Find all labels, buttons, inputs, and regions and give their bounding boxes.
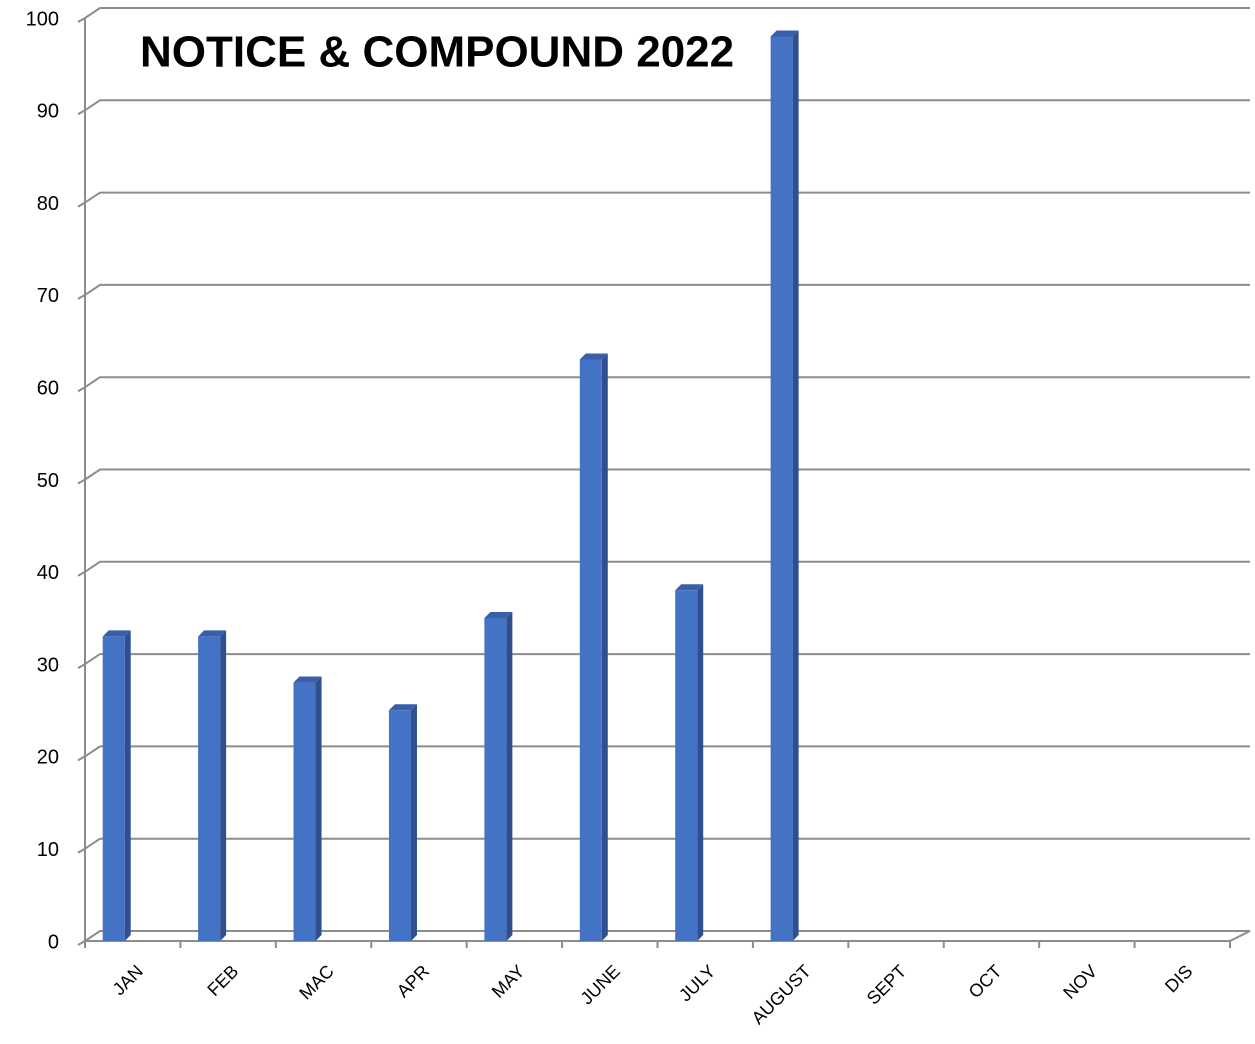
x-tick-label: OCT [965,961,1006,1002]
x-tick-label: DIS [1161,961,1196,996]
bar-front [675,590,698,941]
grid-line [84,653,1250,665]
grid-line [84,7,1250,19]
y-tick-label: 10 [37,839,59,861]
x-tick-label: JULY [675,961,719,1005]
x-tick-label: JAN [109,961,147,999]
bar-side [506,611,513,941]
grid-line [84,191,1250,204]
bar-top [770,30,799,37]
y-tick-label: 40 [37,562,59,584]
grid-line [84,468,1250,481]
grid-line [84,837,1250,850]
y-tick-label: 100 [26,8,59,30]
y-tick-label: 50 [37,470,59,492]
y-tick [77,109,86,116]
bar-side [410,704,417,941]
y-tick [77,386,86,393]
bar-top [102,630,131,637]
y-tick-label: 0 [48,931,59,953]
bar-side [124,630,131,941]
x-tick-label: SEPT [863,961,910,1008]
x-tick-label: FEB [203,961,242,1000]
chart-title: NOTICE & COMPOUND 2022 [140,28,734,77]
grid-line [84,560,1250,573]
bar [484,611,513,941]
bar-top [293,676,322,683]
y-tick [77,17,86,23]
bar [293,676,322,941]
y-tick [77,294,86,300]
bar-top [579,353,608,360]
y-tick-label: 90 [37,101,59,123]
bar [579,353,608,941]
bar-front [198,636,221,941]
bar-front [484,617,507,941]
y-tick-label: 30 [37,654,59,676]
grid-line [84,283,1250,296]
bar [675,584,704,941]
y-tick [77,201,86,208]
x-tick-label: NOV [1059,961,1101,1003]
x-tick-label: MAC [295,961,337,1003]
bar-front [388,710,411,941]
y-tick [77,663,86,669]
bar-top [675,584,704,591]
bar [198,630,227,941]
y-tick-label: 70 [37,285,59,307]
x-axis [85,930,1251,942]
y-tick [77,755,86,762]
bar-side [697,584,704,941]
bar-top [388,704,417,711]
bar-side [792,30,799,941]
grid-line [84,930,1250,942]
y-tick-label: 60 [37,377,59,399]
x-tick-label: APR [393,961,433,1001]
x-tick-label: AUGUST [748,961,815,1028]
grid-line [84,99,1250,112]
x-tick-label: MAY [488,961,529,1002]
bar-side [315,676,322,941]
y-tick-label: 20 [37,747,59,769]
bar-side [601,353,608,941]
bar-side [220,630,227,941]
y-tick [77,847,86,854]
y-tick [77,478,86,485]
bar [102,630,131,941]
x-tick-label: JUNE [577,961,624,1008]
bar-front [293,682,316,941]
bar [770,30,799,941]
bar-top [198,630,227,637]
y-tick-label: 80 [37,193,59,215]
bar-front [102,636,125,941]
bar-top [484,611,513,618]
y-tick [77,570,86,577]
grid-line [84,745,1250,758]
grid-line [84,376,1250,389]
bar-front [770,36,793,941]
bar-front [579,359,602,941]
y-tick [77,940,86,946]
bar [388,704,417,941]
